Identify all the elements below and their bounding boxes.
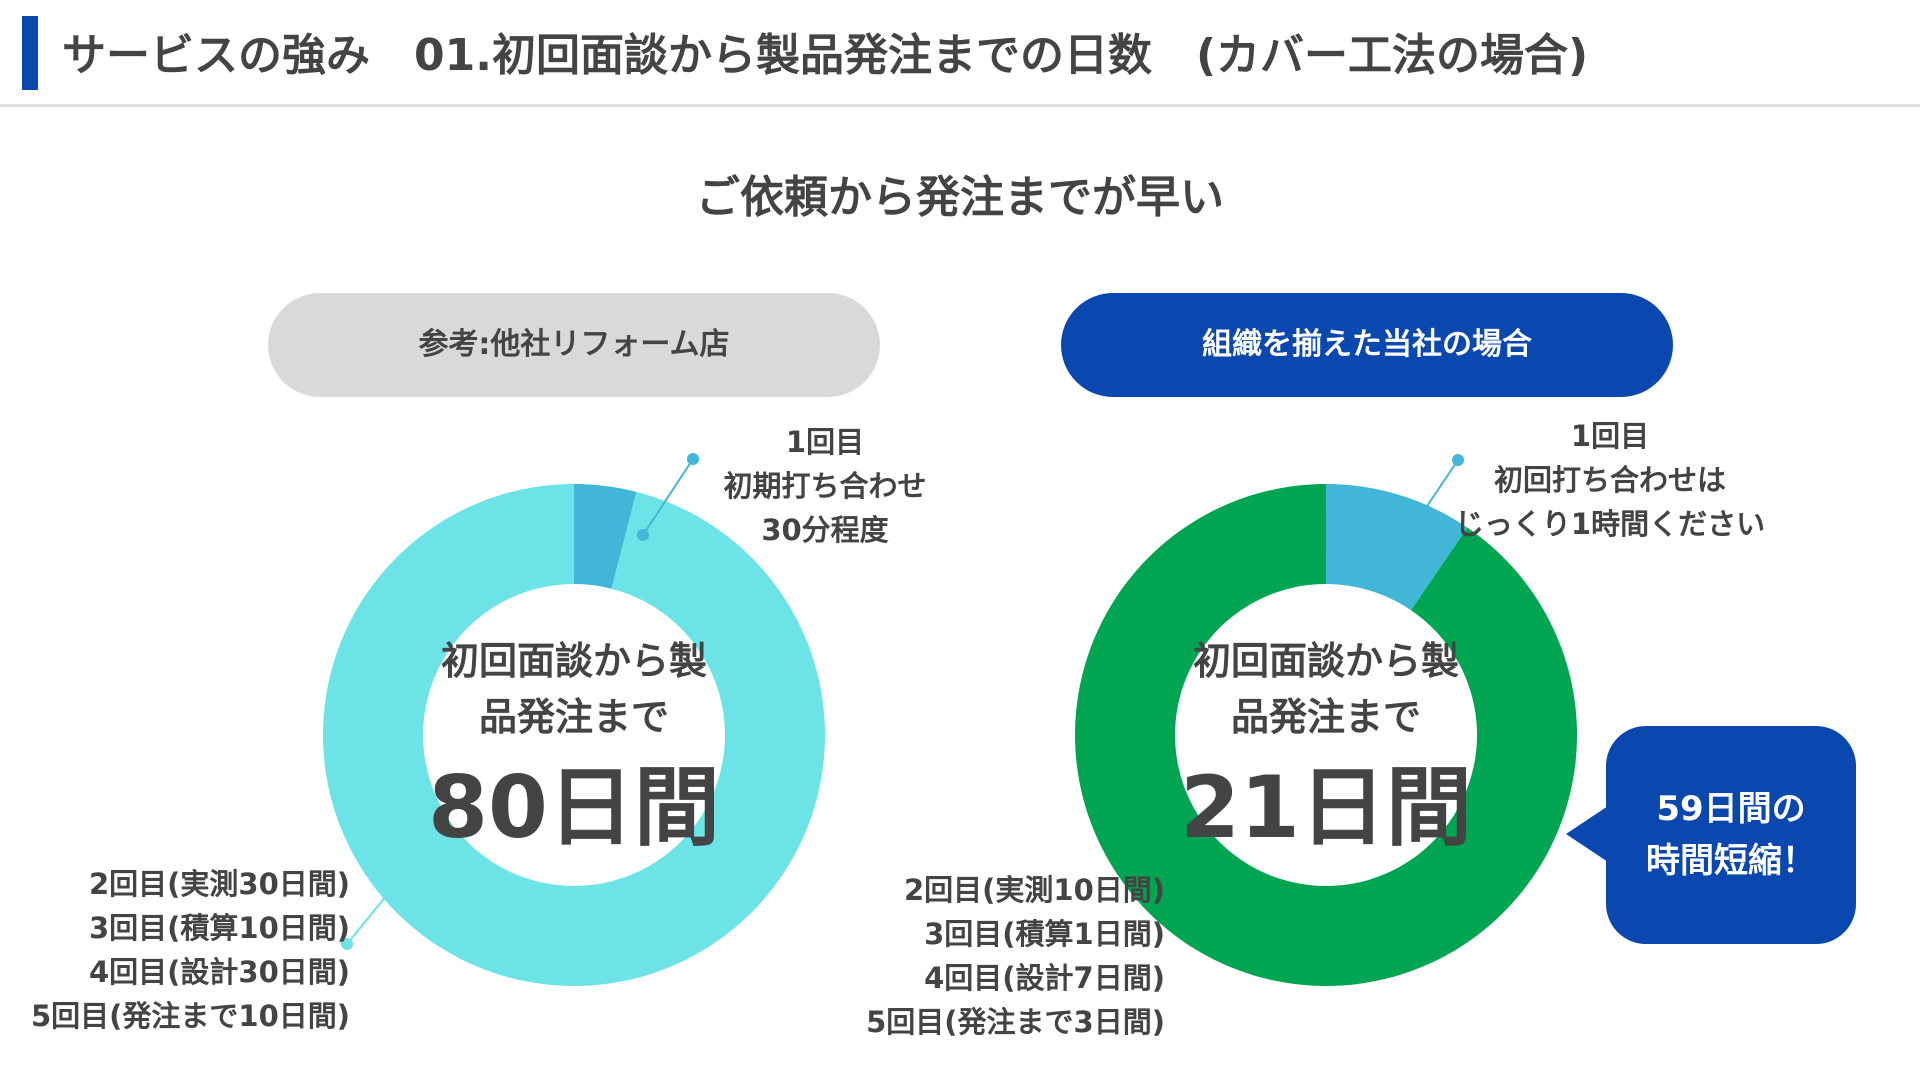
left-rest-meetings-callout: 2回目(実測30日間) 3回目(積算10日間) 4回目(設計30日間) 5回目(… xyxy=(10,862,350,1038)
right-center-line-2: 品発注まで xyxy=(1230,695,1421,739)
right-first-line-2: 初回打ち合わせは xyxy=(1493,463,1726,497)
left-center-line-1: 初回面談から製 xyxy=(440,639,707,683)
left-rest-line-3: 4回目(設計30日間) xyxy=(88,955,350,989)
right-center-days: 21日間 xyxy=(1180,758,1472,858)
competitor-donut-slice-1 xyxy=(574,484,637,589)
leader-dot-left-first-inner xyxy=(637,529,649,541)
leader-line-left-first xyxy=(642,458,694,536)
leader-dot-left-rest xyxy=(341,938,353,950)
competitor-donut-slice-2 xyxy=(323,484,826,986)
our-company-label-pill: 組織を揃えた当社の場合 xyxy=(1061,293,1673,397)
right-first-meeting-callout: 1回目 初回打ち合わせは じっくり1時間ください xyxy=(1420,414,1800,546)
left-rest-line-2: 3回目(積算10日間) xyxy=(88,911,350,945)
right-rest-line-3: 4回目(設計7日間) xyxy=(924,961,1165,995)
bubble-line-2: 時間短縮！ xyxy=(1646,841,1816,881)
left-first-line-1: 1回目 xyxy=(785,425,865,459)
left-first-line-2: 初期打ち合わせ xyxy=(723,469,927,503)
time-saved-bubble: 59日間の 時間短縮！ xyxy=(1606,726,1856,944)
right-rest-line-1: 2回目(実測10日間) xyxy=(903,873,1165,907)
page-subtitle: ご依頼から発注までが早い xyxy=(696,172,1224,223)
leader-dot-left-first-outer xyxy=(687,453,699,465)
title-accent-bar xyxy=(22,16,38,90)
left-center-days: 80日間 xyxy=(428,758,720,858)
leader-line-right-first xyxy=(1410,459,1459,531)
left-rest-line-1: 2回目(実測30日間) xyxy=(88,867,350,901)
leader-line-left-rest xyxy=(346,894,388,945)
title-divider xyxy=(0,104,1920,107)
donut-chart-competitor xyxy=(323,484,826,986)
our-donut-slice-2 xyxy=(1075,484,1577,986)
right-first-line-1: 1回目 xyxy=(1570,419,1650,453)
our-donut-slice-1 xyxy=(1326,484,1468,611)
page-title: サービスの強み 01.初回面談から製品発注までの日数 (カバー工法の場合) xyxy=(62,30,1589,81)
left-first-line-3: 30分程度 xyxy=(761,513,889,547)
left-rest-line-4: 5回目(発注まで10日間) xyxy=(30,999,350,1033)
right-rest-line-4: 5回目(発注まで3日間) xyxy=(866,1005,1165,1039)
donut-chart-our-company xyxy=(1075,484,1577,986)
bubble-line-1: 59日間の xyxy=(1656,789,1806,829)
right-rest-line-2: 3回目(積算1日間) xyxy=(924,917,1165,951)
left-first-meeting-callout: 1回目 初期打ち合わせ 30分程度 xyxy=(700,420,950,552)
right-rest-meetings-callout: 2回目(実測10日間) 3回目(積算1日間) 4回目(設計7日間) 5回目(発注… xyxy=(820,868,1165,1044)
leader-dot-right-first xyxy=(1452,454,1464,466)
right-first-line-3: じっくり1時間ください xyxy=(1454,507,1766,541)
competitor-label-pill: 参考:他社リフォーム店 xyxy=(268,293,880,397)
bubble-tail xyxy=(1566,806,1608,862)
left-center-line-2: 品発注まで xyxy=(478,695,669,739)
right-center-line-1: 初回面談から製 xyxy=(1192,639,1459,683)
